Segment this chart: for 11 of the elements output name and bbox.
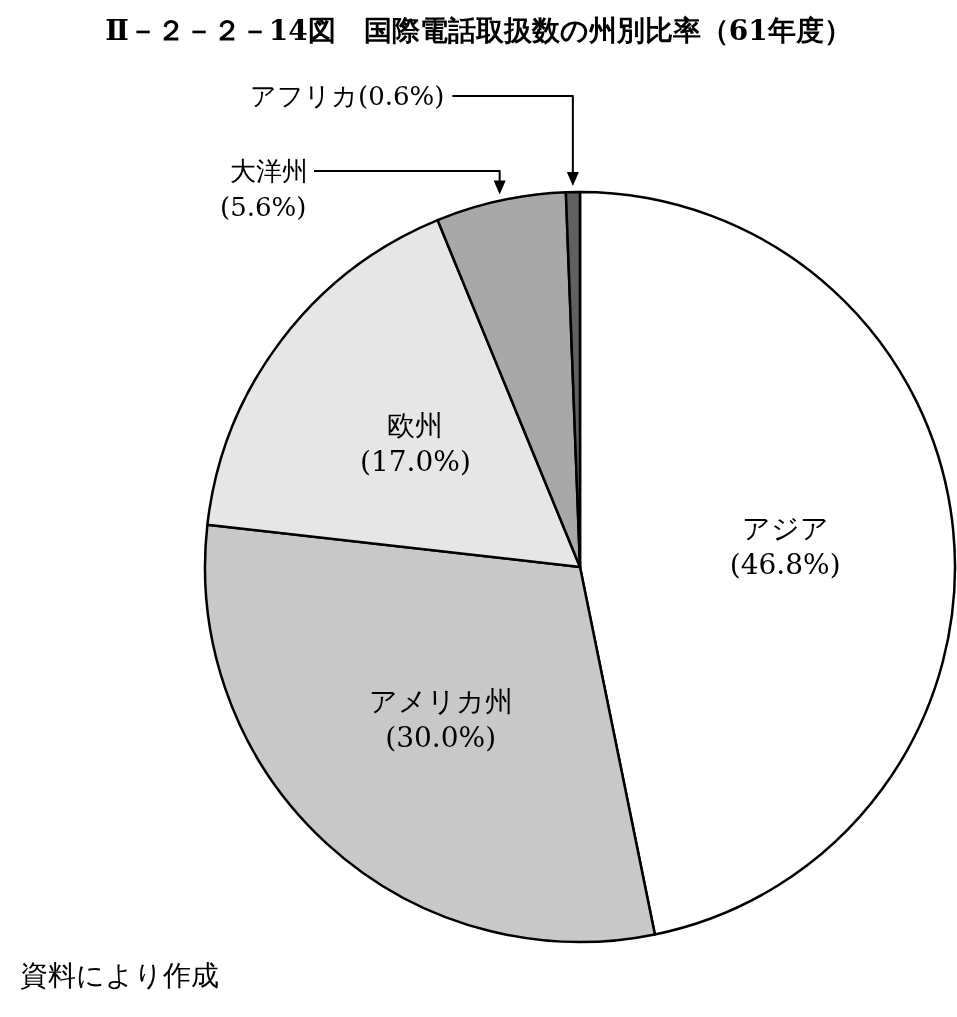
slice-label: アフリカ(0.6%) (250, 81, 445, 111)
slice-label: 大洋州 (230, 156, 308, 186)
slice-label: アジア (741, 512, 829, 546)
slice-label: アメリカ州 (368, 685, 513, 719)
data-label: (30.0%) (385, 721, 497, 755)
slice-label: 欧州 (387, 408, 444, 442)
data-label: (46.8%) (729, 548, 841, 582)
data-label: (17.0%) (360, 444, 471, 478)
data-label: (5.6%) (220, 192, 307, 222)
text: 資料により作成 (20, 959, 219, 992)
chart-title: Ⅱ－２－２－14図 国際電話取扱数の州別比率（61年度） (105, 14, 852, 47)
